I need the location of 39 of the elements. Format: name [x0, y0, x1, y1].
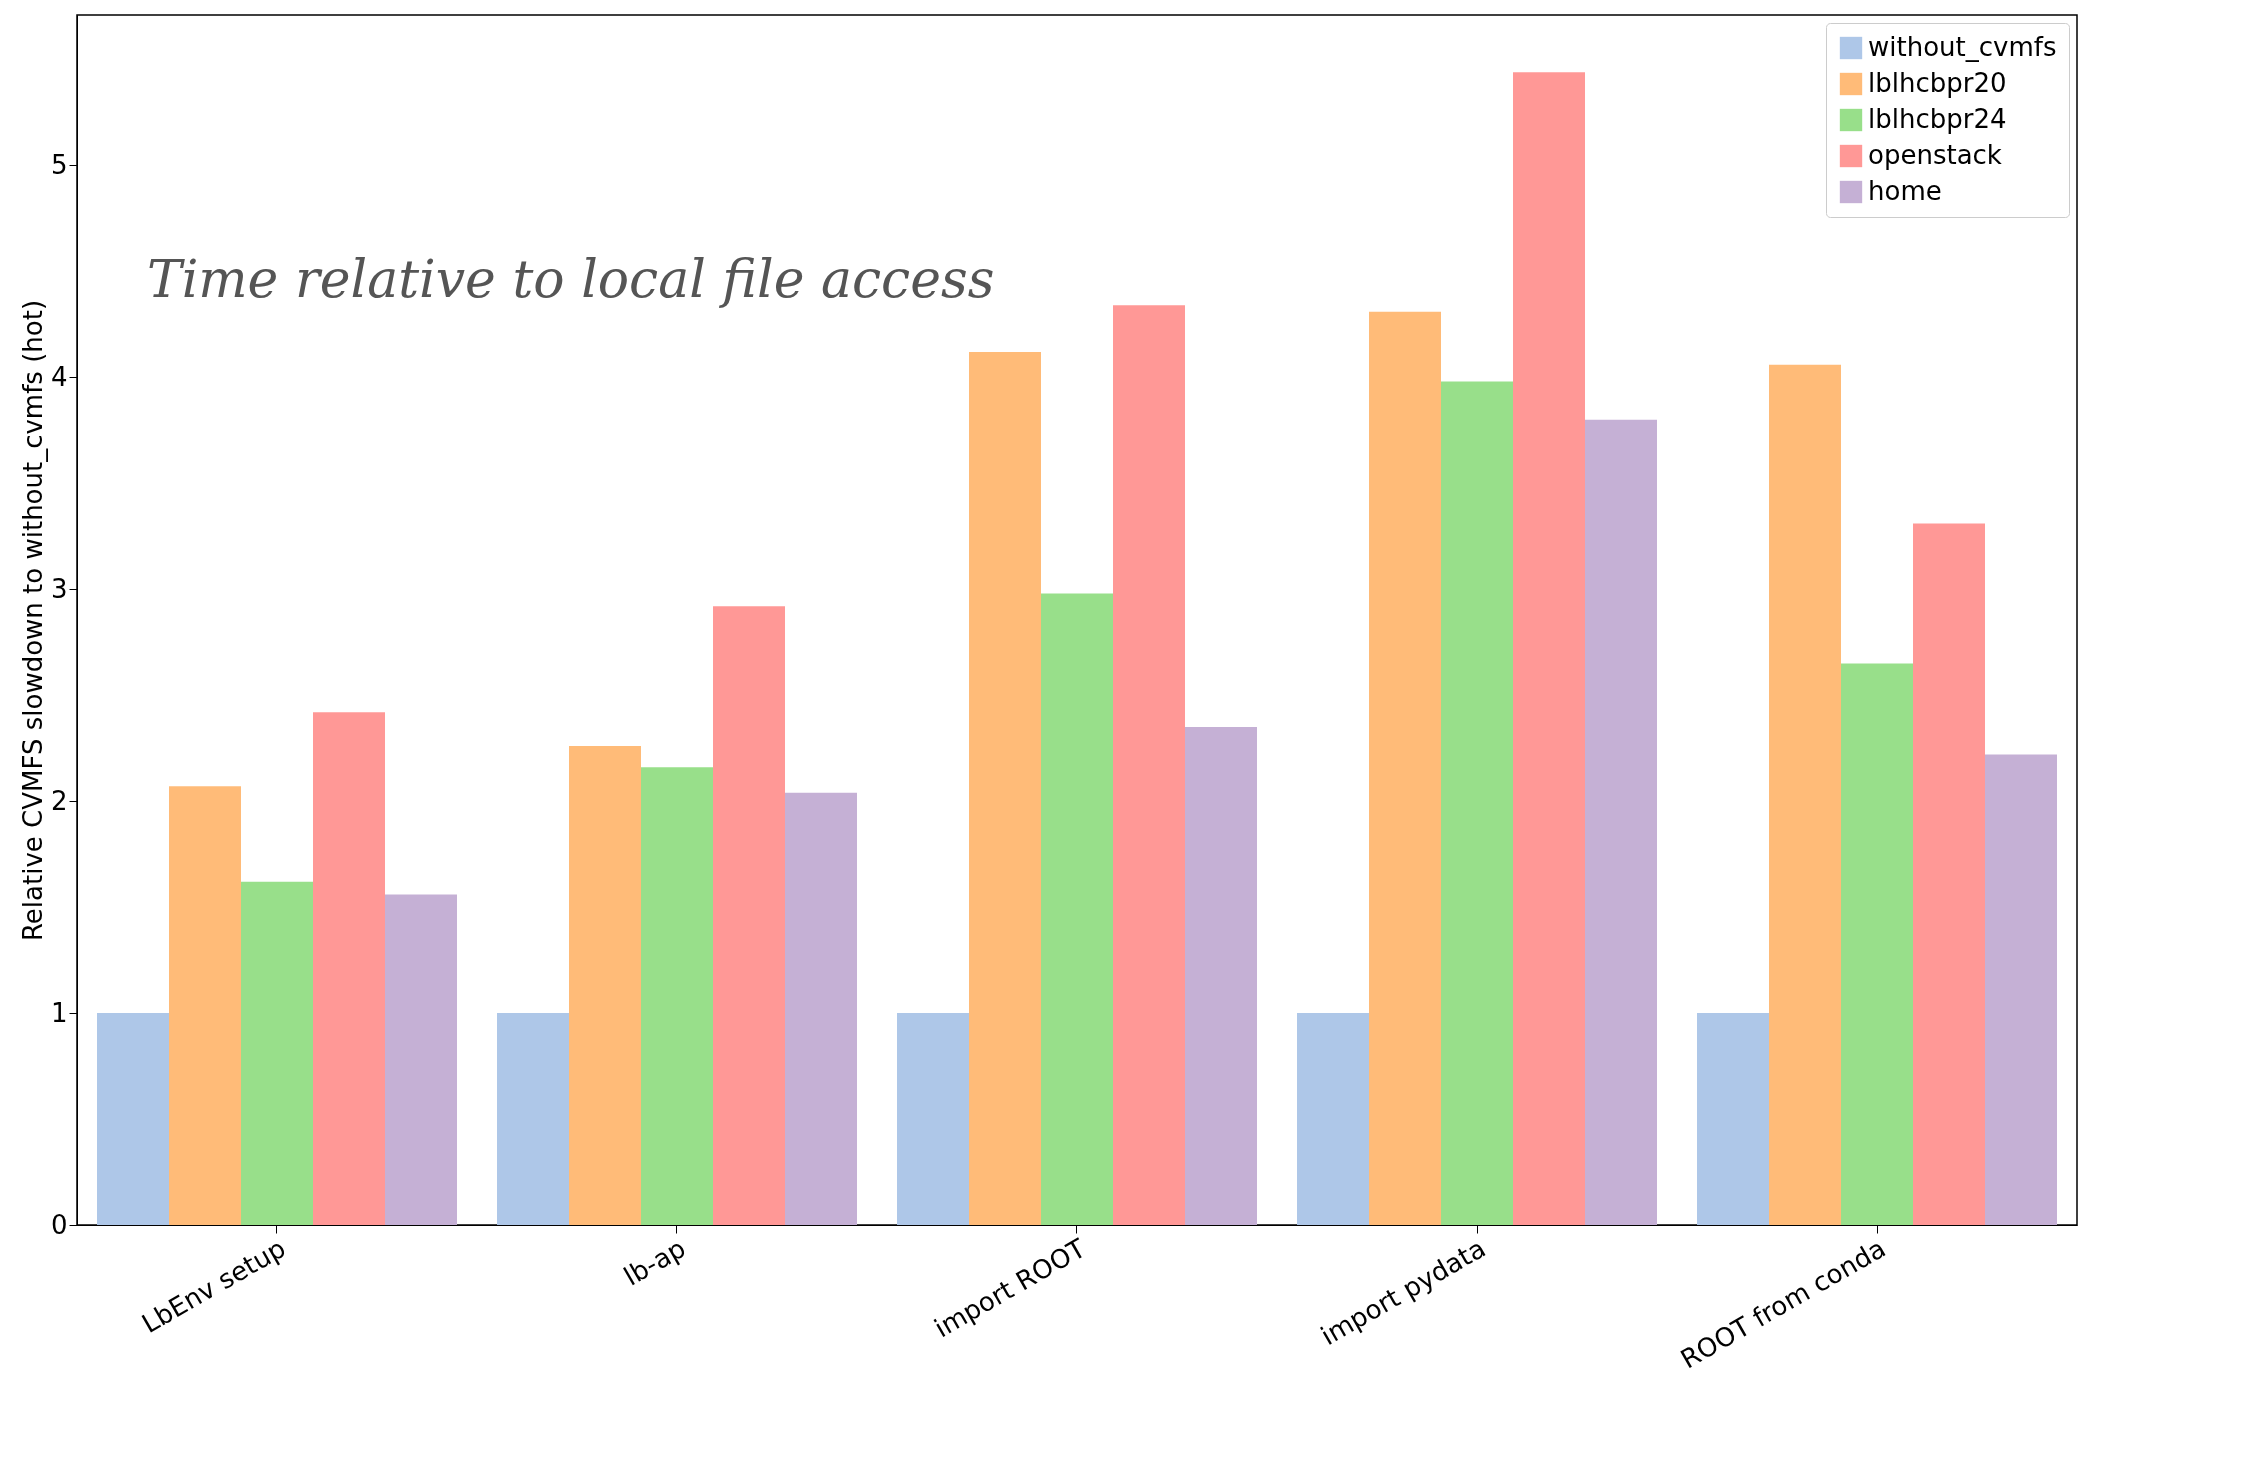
- bar: [1041, 593, 1113, 1225]
- bar: [1985, 754, 2057, 1225]
- bar: [897, 1013, 969, 1225]
- bar: [1841, 663, 1913, 1225]
- y-tick-label: 5: [50, 149, 68, 180]
- bar: [1297, 1013, 1369, 1225]
- legend-label: openstack: [1868, 140, 2002, 170]
- bar: [1113, 305, 1185, 1225]
- bar: [1513, 72, 1585, 1225]
- bar: [1769, 364, 1841, 1225]
- bar: [169, 786, 241, 1225]
- legend-label: lblhcbpr24: [1868, 104, 2007, 134]
- y-axis-title: Relative CVMFS slowdown to without_cvmfs (hot): [17, 299, 48, 942]
- bar: [1185, 727, 1257, 1225]
- bar: [713, 606, 785, 1225]
- bar: [1913, 523, 1985, 1225]
- bar: [1441, 381, 1513, 1225]
- bar: [497, 1013, 569, 1225]
- bar: [241, 881, 313, 1225]
- y-tick-label: 2: [50, 785, 68, 816]
- bar: [1697, 1013, 1769, 1225]
- y-tick-label: 1: [50, 997, 68, 1028]
- bar: [785, 792, 857, 1225]
- bar: [97, 1013, 169, 1225]
- bar: [313, 712, 385, 1225]
- bar: [569, 746, 641, 1225]
- y-tick-label: 4: [50, 361, 68, 392]
- y-tick-label: 3: [50, 573, 68, 604]
- bar: [1585, 419, 1657, 1225]
- bar: [641, 767, 713, 1225]
- bar: [969, 351, 1041, 1225]
- annotation: Time relative to local file access: [147, 249, 995, 310]
- x-tick-label: lb-ap: [618, 1232, 691, 1292]
- legend-label: lblhcbpr20: [1868, 68, 2007, 98]
- legend-label: home: [1868, 176, 1942, 206]
- y-tick-label: 0: [50, 1209, 68, 1240]
- bar: [385, 894, 457, 1225]
- bar: [1369, 311, 1441, 1225]
- legend-label: without_cvmfs: [1868, 32, 2057, 62]
